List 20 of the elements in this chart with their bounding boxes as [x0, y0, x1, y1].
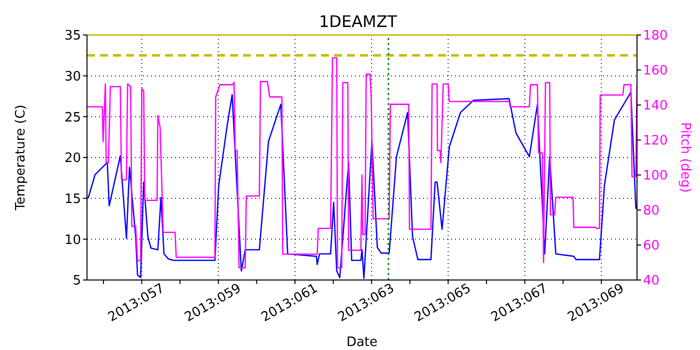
y-axis-title: Temperature (C) — [14, 104, 29, 212]
y2-tick-label: 120 — [643, 134, 668, 149]
y2-tick-label: 40 — [643, 274, 660, 289]
y-tick-label: 25 — [64, 110, 81, 126]
y2-axis-title: Pitch (deg) — [677, 122, 692, 193]
y-tick-label: 30 — [64, 69, 81, 84]
y-tick-label: 35 — [64, 28, 81, 44]
chart-title: 1DEAMZT — [318, 12, 398, 31]
y2-tick-label: 160 — [643, 64, 668, 79]
y-tick-label: 5 — [72, 274, 81, 289]
line-series — [87, 57, 637, 268]
y2-tick-label: 100 — [643, 168, 668, 184]
y-tick-label: 10 — [64, 232, 81, 248]
x-axis-title: Date — [346, 335, 378, 350]
y-tick-label: 20 — [64, 151, 81, 166]
y2-tick-label: 180 — [643, 28, 668, 44]
y2-tick-label: 140 — [643, 98, 668, 114]
y2-tick-label: 80 — [643, 204, 660, 219]
y2-tick-label: 60 — [643, 238, 660, 254]
y-tick-label: 15 — [64, 192, 81, 207]
